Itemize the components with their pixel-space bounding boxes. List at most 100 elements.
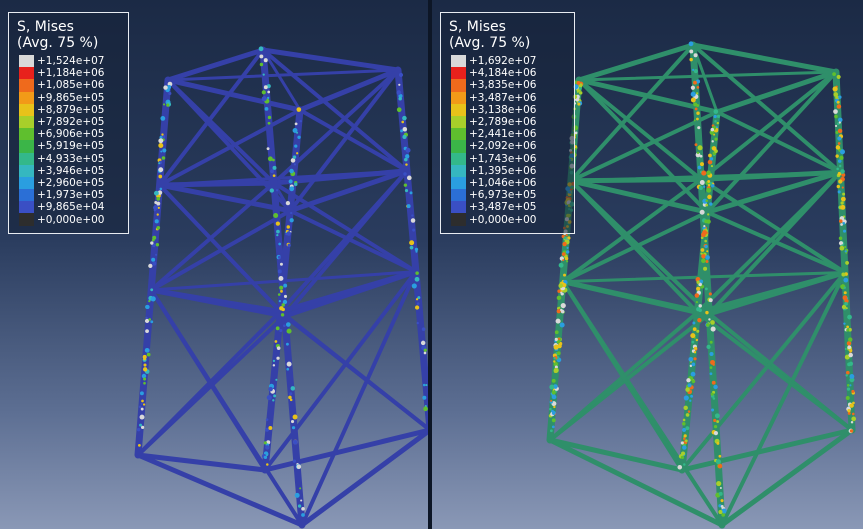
stress-speckle [695,300,699,304]
legend-swatch [19,55,34,68]
stress-speckle [840,196,846,202]
stress-speckle [690,394,694,398]
stress-speckle [299,487,302,490]
stress-speckle [842,222,846,225]
stress-speckle [276,346,281,350]
stress-speckle [285,201,291,206]
stress-speckle [693,351,697,354]
stress-speckle [414,305,420,310]
stress-speckle [557,337,561,340]
stress-speckle [683,395,689,401]
stress-speckle [553,360,556,363]
stress-speckle [262,73,265,76]
stress-speckle [563,236,567,240]
stress-speckle [282,299,288,305]
stress-speckle [144,347,150,353]
stress-speckle [719,486,722,490]
legend-value: +1,085e+06 [37,79,105,92]
legend-left: S, Mises (Avg. 75 %) +1,524e+07 +1,184e+0… [8,12,129,234]
stress-speckle [697,145,703,151]
stress-speckle [279,262,283,266]
stress-speckle [703,224,706,228]
stress-speckle [289,398,293,402]
stress-speckle [698,282,702,287]
stress-speckle [551,411,556,415]
stress-speckle [551,395,556,400]
legend-swatch [19,115,34,129]
stress-speckle [301,507,305,511]
viewport-left[interactable]: S, Mises (Avg. 75 %) +1,524e+07 +1,184e+0… [0,0,428,529]
stress-speckle [289,186,295,192]
stress-speckle [278,300,282,303]
tower-horizontal-member [679,427,855,473]
tower-horizontal-member [165,77,303,113]
legend-value: +3,487e+06 [469,91,537,104]
legend-value: +3,138e+06 [469,103,537,116]
stress-speckle [291,426,296,430]
stress-speckle [404,189,409,193]
stress-speckle [266,440,271,445]
stress-speckle [847,314,852,320]
tower-plan-brace [158,169,409,187]
stress-speckle [139,391,144,396]
stress-speckle [415,250,418,253]
stress-speckle [707,179,711,183]
stress-speckle [263,58,268,63]
tower-brace-member [560,177,704,284]
stress-speckle [285,342,289,346]
legend-value: +2,960e+05 [37,176,105,189]
stress-speckle [705,323,710,327]
tower-brace-member [680,270,847,472]
legend-swatch [451,91,466,104]
tower-brace-member [300,269,418,527]
tower-brace-member [261,48,409,173]
legend-swatch [451,67,466,80]
legend-value: +2,441e+06 [469,128,537,141]
stress-speckle [716,441,720,445]
legend-value: +3,487e+05 [469,201,537,214]
stress-speckle [844,354,850,360]
stress-speckle [689,57,693,62]
stress-speckle [692,68,695,72]
stress-speckle [693,69,698,74]
stress-speckle [297,135,301,139]
stress-speckle [551,378,556,383]
stress-speckle [263,441,267,445]
stress-speckle [396,90,402,95]
stress-speckle [846,325,850,329]
stress-speckle [698,304,702,308]
stress-speckle [151,257,156,262]
stress-speckle [278,275,284,281]
stress-speckle [278,242,282,246]
tower-brace-member [699,177,847,275]
stress-speckle [838,95,842,99]
stress-speckle [142,367,148,372]
stress-speckle [677,464,683,470]
stress-speckle [696,151,700,154]
stress-speckle [273,394,277,398]
stress-speckle [700,248,705,252]
stress-speckle [272,399,275,402]
viewport-right[interactable]: S, Mises (Avg. 75 %) +1,692e+07 +4,184e+0… [432,0,863,529]
legend-swatch [19,91,34,104]
tower-horizontal-member [157,182,293,214]
tower-brace-member [705,210,847,275]
stress-speckle [266,463,269,466]
legend-entry: +0,000e+00 [17,213,120,226]
stress-speckle [551,425,555,429]
tower-plan-brace [166,68,400,82]
stress-speckle [849,403,854,408]
stress-speckle [558,283,564,288]
stress-speckle [423,348,427,352]
legend-entry: +0,000e+00 [449,213,566,226]
stress-speckle [693,80,697,85]
legend-entry: +6,973e+05 [449,189,566,202]
stress-speckle [409,240,415,246]
stress-speckle [158,142,164,148]
stress-speckle [161,133,164,136]
stress-speckle [565,234,568,237]
tower-brace-member [278,168,409,314]
legend-swatch [19,67,34,80]
stress-speckle [720,504,724,508]
stress-speckle [416,321,419,325]
